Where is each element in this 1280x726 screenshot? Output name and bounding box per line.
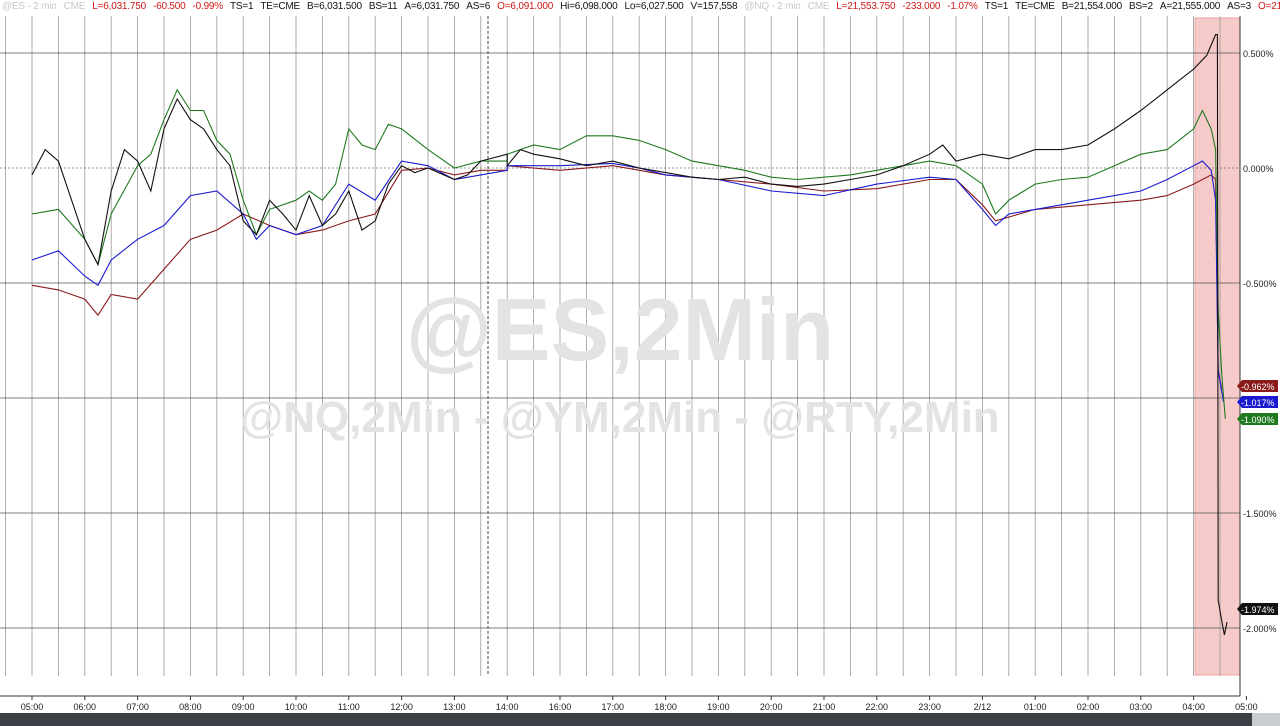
es-quote-field: B=6,031.500 xyxy=(307,1,362,12)
nq-quote-field: A=21,555.000 xyxy=(1159,1,1221,12)
x-tick-label: 14:00 xyxy=(496,702,519,712)
nq-quote-field: L=21,553.750 xyxy=(836,1,896,12)
x-tick-label: 07:00 xyxy=(126,702,149,712)
scrollbar-thumb[interactable] xyxy=(1252,713,1280,726)
series-line-1 xyxy=(31,160,1225,402)
es-quote-field: AS=6 xyxy=(466,1,491,12)
last-value-badge: -0.962% xyxy=(1237,380,1278,392)
x-tick-label: 06:00 xyxy=(74,702,97,712)
x-tick-label: 18:00 xyxy=(654,702,677,712)
last-value-badge: -1.090% xyxy=(1237,413,1278,425)
horizontal-scrollbar[interactable] xyxy=(0,713,1280,726)
nq-quote-field: O=21,79... xyxy=(1258,1,1280,12)
x-tick-label: 08:00 xyxy=(179,702,202,712)
es-quote-field: V=157,558 xyxy=(690,1,738,12)
x-tick-label: 11:00 xyxy=(338,702,360,712)
last-value-label: -0.962% xyxy=(1241,382,1275,392)
x-tick-label: 01:00 xyxy=(1024,702,1047,712)
es-quote-field: -0.99% xyxy=(192,1,224,12)
x-tick-label: 10:00 xyxy=(285,702,308,712)
es-quote-field: BS=11 xyxy=(368,1,398,12)
es-quote-field: L=6,031.750 xyxy=(92,1,146,12)
es-quote-field: TE=CME xyxy=(260,1,301,12)
x-tick-label: 09:00 xyxy=(232,702,255,712)
x-tick-label: 21:00 xyxy=(813,702,836,712)
x-tick-label: 12:00 xyxy=(390,702,413,712)
nq-quote-field: TE=CME xyxy=(1015,1,1055,12)
x-tick-label: 05:00 xyxy=(21,702,44,712)
x-tick-label: 05:00 xyxy=(1235,702,1258,712)
watermark-sub: @NQ,2Min - @YM,2Min - @RTY,2Min xyxy=(240,393,999,442)
y-tick-label: 0.000% xyxy=(1243,164,1274,174)
x-tick-label: 16:00 xyxy=(549,702,572,712)
nq-quote-field: -1.07% xyxy=(947,1,978,12)
last-value-badge: -1.974% xyxy=(1237,603,1278,615)
last-value-label: -1.090% xyxy=(1241,415,1275,425)
x-tick-label: 17:00 xyxy=(602,702,625,712)
y-tick-label: -2.000% xyxy=(1243,624,1277,634)
x-tick-label: 13:00 xyxy=(443,702,466,712)
last-value-badge: -1.017% xyxy=(1237,396,1278,408)
nq-quote-field: @NQ - 2 min xyxy=(744,1,801,12)
x-tick-label: 22:00 xyxy=(866,702,889,712)
es-quote-field: CME xyxy=(63,1,86,12)
x-tick-label: 19:00 xyxy=(707,702,730,712)
y-tick-label: -0.500% xyxy=(1243,279,1277,289)
chart-header: @ES - 2 min CME L=6,031.750 -60.500 -0.99% TS… xyxy=(2,0,1280,14)
es-quote-field: TS=1 xyxy=(230,1,254,12)
nq-quote-field: CME xyxy=(807,1,830,12)
watermark-main: @ES,2Min xyxy=(406,280,834,379)
es-quote-field: A=6,031.750 xyxy=(404,1,460,12)
nq-quote-field: TS=1 xyxy=(984,1,1009,12)
x-tick-label: 03:00 xyxy=(1130,702,1153,712)
nq-quote-field: -233.000 xyxy=(902,1,941,12)
es-quote-field: -60.500 xyxy=(152,1,186,12)
series-line-2 xyxy=(31,88,1226,419)
y-tick-label: 0.500% xyxy=(1243,49,1274,59)
es-quote-field: @ES - 2 min xyxy=(2,1,57,12)
x-tick-label: 2/12 xyxy=(974,702,992,712)
es-quote-field: O=6,091.000 xyxy=(497,1,554,12)
x-tick-label: 23:00 xyxy=(918,702,941,712)
es-quote-field: Lo=6,027.500 xyxy=(624,1,684,12)
x-tick-label: 20:00 xyxy=(760,702,783,712)
nq-quote-field: BS=2 xyxy=(1128,1,1153,12)
last-value-label: -1.974% xyxy=(1241,605,1275,615)
series-line-3 xyxy=(31,34,1228,636)
x-tick-label: 02:00 xyxy=(1077,702,1100,712)
y-tick-label: -1.500% xyxy=(1243,509,1277,519)
es-quote-field: Hi=6,098.000 xyxy=(560,1,618,12)
x-tick-label: 04:00 xyxy=(1182,702,1205,712)
last-value-label: -1.017% xyxy=(1241,398,1275,408)
nq-quote-field: AS=3 xyxy=(1227,1,1252,12)
nq-quote-field: B=21,554.000 xyxy=(1061,1,1122,12)
